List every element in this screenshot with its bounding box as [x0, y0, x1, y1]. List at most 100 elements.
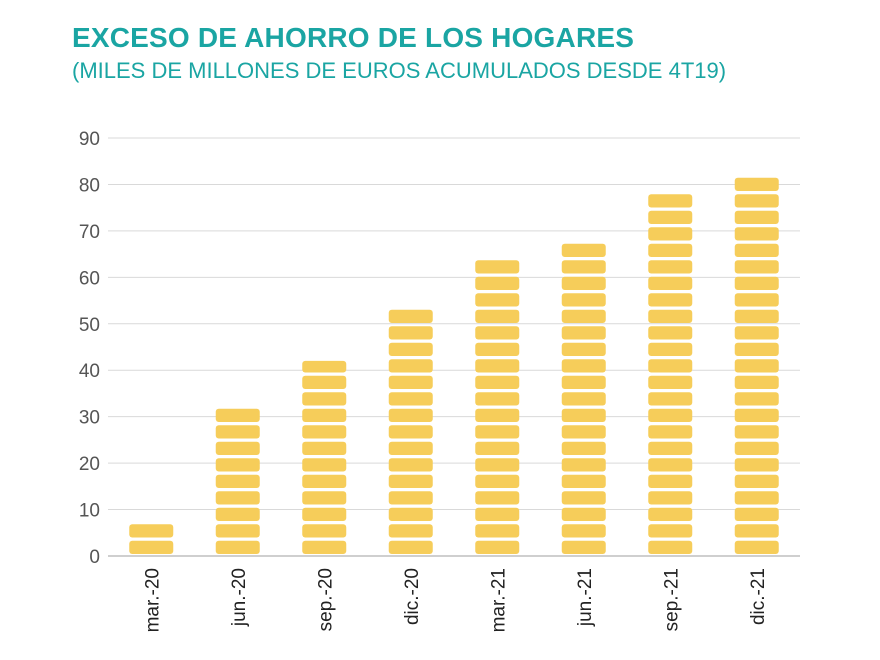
y-tick-label: 30 [79, 408, 100, 429]
y-tick-label: 10 [79, 501, 100, 522]
bar-segment [648, 342, 693, 356]
x-tick-label: dic.-20 [402, 568, 423, 625]
bar-segment [475, 375, 520, 389]
bar-segment [648, 375, 693, 389]
bar-segment [648, 491, 693, 505]
bar-segment [215, 458, 260, 472]
bar-segment [475, 524, 520, 538]
bar-segment [561, 309, 606, 323]
bar-segment [475, 507, 520, 521]
bar-segment [475, 260, 520, 274]
bar-segment [475, 342, 520, 356]
bar-segment [215, 540, 260, 554]
bar-segment [561, 458, 606, 472]
bar-segment [388, 359, 433, 373]
bar-segment [302, 458, 347, 472]
bar-segment [388, 309, 433, 323]
bar-segment [561, 441, 606, 455]
bar-segment [475, 392, 520, 406]
bar [302, 360, 347, 554]
bar-segment [475, 491, 520, 505]
bar-segment [561, 276, 606, 290]
bar-segment [561, 507, 606, 521]
bar-segment [734, 540, 779, 554]
bar-segment [648, 524, 693, 538]
bar-segment [388, 458, 433, 472]
bar-segment [129, 524, 174, 538]
bar-segment [648, 408, 693, 422]
bar-segment [388, 408, 433, 422]
bar-segment [475, 276, 520, 290]
bar-segment [302, 441, 347, 455]
bar-segment [475, 326, 520, 340]
x-axis-ticks: mar.-20 jun.-20 sep.-20 dic.-20 mar.-21 jun.-… [142, 568, 769, 632]
bar-segment [734, 524, 779, 538]
bar-segment [648, 210, 693, 224]
bar-segment [648, 227, 693, 241]
bar-segment [475, 359, 520, 373]
x-tick-label: dic.-21 [748, 568, 769, 625]
bar-segment [734, 375, 779, 389]
bar-segment [648, 425, 693, 439]
bar-segment [734, 326, 779, 340]
bar-segment [302, 425, 347, 439]
bar-segment [475, 474, 520, 488]
bar-segment [215, 425, 260, 439]
bar-segment [129, 540, 174, 554]
bar-segment [475, 441, 520, 455]
bar-segment [561, 474, 606, 488]
bar [388, 309, 433, 554]
bar-segment [475, 309, 520, 323]
bar-segment [734, 392, 779, 406]
chart-subtitle: (MILES DE MILLONES DE EUROS ACUMULADOS D… [72, 58, 727, 83]
y-tick-label: 20 [79, 454, 100, 475]
bar-segment [388, 507, 433, 521]
bar-segment [561, 243, 606, 257]
bar-segment [734, 458, 779, 472]
bar-segment [215, 524, 260, 538]
bar-segment [475, 540, 520, 554]
bar-segment [648, 458, 693, 472]
bar-segment [648, 326, 693, 340]
bar [734, 177, 779, 554]
bar-segment [388, 425, 433, 439]
bar-segment [388, 342, 433, 356]
bar-segment [561, 425, 606, 439]
bar-segment [648, 507, 693, 521]
bar-segment [734, 243, 779, 257]
bar-segment [388, 441, 433, 455]
y-tick-label: 70 [79, 222, 100, 243]
x-tick-label: mar.-21 [488, 568, 509, 632]
bar-segment [475, 293, 520, 307]
bar-segment [648, 359, 693, 373]
bar-segment [734, 507, 779, 521]
bar-segment [734, 408, 779, 422]
bar-segment [734, 309, 779, 323]
x-tick-label: sep.-20 [315, 568, 336, 631]
y-tick-label: 0 [89, 547, 100, 568]
bar [561, 243, 606, 554]
bar-segment [734, 474, 779, 488]
grid-lines [108, 137, 800, 557]
bar-segment [648, 260, 693, 274]
y-tick-label: 80 [79, 175, 100, 196]
bar-segment [734, 276, 779, 290]
bar [648, 194, 693, 554]
bar-segment [734, 491, 779, 505]
bar-segment [648, 194, 693, 208]
bar-segment [302, 408, 347, 422]
bar-segment [648, 540, 693, 554]
bar-segment [648, 392, 693, 406]
bar-segment [734, 342, 779, 356]
bar-segment [215, 474, 260, 488]
y-tick-label: 50 [79, 315, 100, 336]
bars [129, 177, 779, 554]
bar-segment [302, 491, 347, 505]
bar-segment [561, 293, 606, 307]
bar-segment [388, 524, 433, 538]
bar-segment [561, 326, 606, 340]
bar-segment [388, 474, 433, 488]
bar-segment [215, 507, 260, 521]
bar-segment [215, 441, 260, 455]
bar-segment [648, 293, 693, 307]
